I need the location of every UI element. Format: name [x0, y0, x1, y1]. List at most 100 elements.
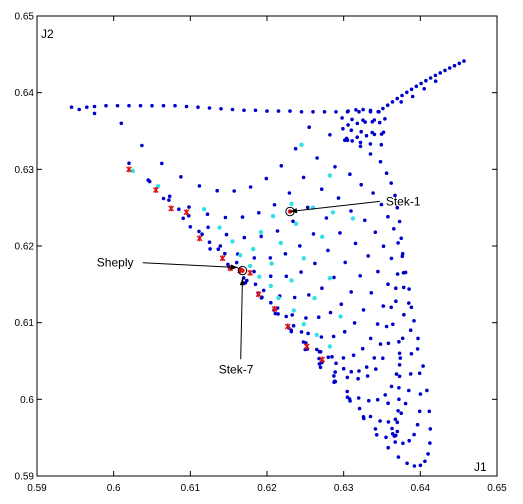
y-axis-label: J2: [41, 27, 54, 41]
blue-point-12: [207, 106, 212, 110]
blue-point-284: [405, 90, 409, 95]
cyan-point-2: [201, 207, 207, 212]
blue-point-93: [359, 182, 364, 187]
blue-point-324: [355, 135, 360, 139]
blue-point-96: [208, 247, 212, 251]
blue-point-28: [92, 111, 97, 116]
blue-point-136: [361, 308, 366, 312]
blue-point-32: [179, 175, 183, 179]
cyan-point-19: [258, 230, 264, 235]
blue-point-298: [410, 94, 415, 99]
blue-point-172: [394, 299, 398, 304]
blue-point-252: [318, 350, 323, 354]
annotation-label-stek-7: Stek-7: [219, 362, 254, 376]
blue-point-227: [417, 371, 422, 376]
blue-point-200: [368, 414, 373, 419]
blue-point-22: [322, 110, 327, 114]
blue-point-275: [390, 432, 395, 436]
axis-tick-labels: 0.59 0.6 0.61 0.62 0.63 0.64 0.65 0.59 0.6 0.61 0.…: [15, 12, 508, 495]
blue-point-305: [346, 109, 350, 113]
blue-point-203: [393, 417, 398, 422]
blue-point-159: [253, 282, 258, 287]
blue-point-23: [334, 110, 338, 114]
blue-point-262: [389, 305, 394, 310]
annotation-labels: Stek-1 Sheply Stek-7: [97, 194, 421, 376]
x-tick-label-1: 0.6: [107, 483, 121, 494]
blue-point-204: [399, 411, 404, 416]
blue-point-237: [386, 445, 391, 450]
blue-point-94: [368, 152, 373, 156]
annotation-arrow-head-0: [290, 208, 298, 214]
blue-point-297: [399, 100, 404, 104]
y-tick-label-5: 0.64: [15, 88, 35, 99]
annotation-arrow-line-1: [142, 262, 238, 268]
blue-point-184: [375, 397, 380, 402]
blue-point-2: [92, 104, 97, 109]
blue-point-261: [384, 324, 389, 329]
blue-point-30: [140, 143, 144, 148]
blue-point-276: [390, 426, 394, 431]
blue-point-105: [343, 260, 348, 265]
blue-point-35: [232, 189, 236, 193]
blue-point-221: [401, 441, 405, 446]
blue-point-75: [298, 244, 302, 248]
blue-point-124: [379, 202, 384, 207]
blue-point-259: [372, 356, 377, 360]
blue-point-45: [205, 212, 210, 216]
blue-point-15: [242, 108, 246, 113]
y-tick-label-3: 0.62: [15, 242, 35, 253]
blue-point-289: [428, 76, 433, 80]
red-point-11: [284, 323, 291, 330]
blue-point-17: [265, 109, 269, 113]
blue-point-79: [348, 172, 352, 176]
blue-point-327: [368, 142, 373, 146]
blue-point-64: [319, 187, 324, 191]
blue-point-263: [394, 286, 398, 291]
blue-point-209: [408, 328, 413, 333]
blue-point-44: [187, 205, 191, 209]
special-point-ring-1: [237, 265, 248, 276]
blue-point-218: [373, 427, 378, 431]
blue-point-57: [206, 225, 210, 230]
blue-point-173: [395, 272, 400, 276]
cyan-point-4: [230, 239, 235, 244]
blue-point-253: [326, 355, 331, 360]
blue-point-244: [428, 441, 432, 445]
blue-point-67: [161, 196, 166, 201]
blue-point-318: [359, 129, 364, 134]
blue-point-78: [336, 196, 341, 200]
blue-point-199: [357, 406, 362, 411]
blue-point-135: [352, 321, 357, 325]
blue-point-189: [400, 336, 405, 341]
blue-point-282: [395, 96, 400, 101]
blue-point-181: [345, 389, 350, 394]
blue-point-287: [419, 81, 423, 86]
red-point-4: [196, 235, 203, 242]
blue-point-210: [407, 301, 411, 305]
blue-point-56: [187, 214, 191, 218]
blue-point-82: [197, 229, 201, 234]
blue-point-245: [428, 427, 433, 431]
blue-point-267: [397, 374, 402, 379]
blue-point-63: [305, 205, 310, 210]
cyan-point-5: [238, 253, 243, 258]
blue-point-134: [342, 329, 347, 334]
blue-point-81: [177, 207, 181, 211]
blue-point-126: [223, 251, 227, 256]
blue-point-243: [426, 452, 430, 456]
cyan-point-20: [278, 240, 283, 246]
blue-point-103: [320, 286, 324, 291]
y-tick-label-6: 0.65: [15, 12, 35, 23]
blue-point-304: [354, 108, 358, 112]
cyan-point-8: [268, 283, 273, 289]
blue-point-37: [264, 176, 269, 181]
blue-point-254: [334, 361, 338, 366]
blue-point-323: [364, 133, 369, 138]
blue-point-43: [167, 194, 172, 199]
blue-point-90: [326, 248, 330, 253]
blue-point-144: [273, 311, 278, 316]
blue-point-311: [377, 120, 382, 125]
blue-point-131: [306, 331, 310, 336]
blue-point-247: [425, 388, 429, 393]
blue-point-213: [299, 330, 304, 334]
